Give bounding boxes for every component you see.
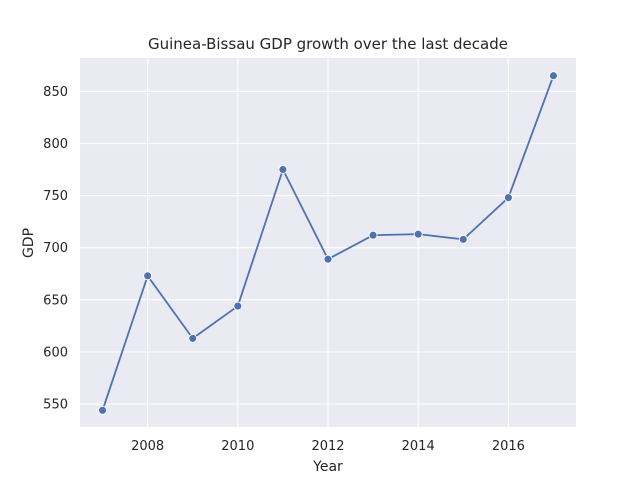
data-point — [143, 271, 153, 281]
data-point — [233, 301, 243, 311]
data-point — [278, 165, 288, 174]
x-tick-label: 2012 — [311, 439, 344, 454]
x-tick-label: 2010 — [221, 439, 254, 454]
chart-title: Guinea-Bissau GDP growth over the last d… — [148, 35, 508, 53]
x-tick-label: 2014 — [402, 439, 435, 454]
y-tick-label: 700 — [43, 241, 68, 256]
data-point — [458, 234, 468, 244]
data-point — [323, 254, 333, 264]
y-tick-label: 800 — [43, 137, 68, 152]
x-tick-label: 2016 — [492, 439, 525, 454]
data-point — [503, 193, 513, 203]
x-tick-labels: 2008 2010 2012 2014 2016 — [131, 439, 525, 454]
y-tick-label: 850 — [43, 85, 68, 100]
y-tick-labels: 550 600 650 700 750 800 850 — [43, 85, 68, 413]
y-axis-label: GDP — [21, 228, 37, 258]
data-point — [98, 405, 107, 415]
data-point — [549, 71, 558, 81]
y-tick-label: 600 — [43, 345, 68, 360]
data-point — [188, 333, 198, 343]
grid-lines — [80, 58, 576, 427]
y-tick-label: 750 — [43, 189, 68, 204]
y-tick-label: 550 — [43, 398, 68, 413]
x-tick-label: 2008 — [131, 439, 164, 454]
x-axis-label: Year — [312, 459, 343, 475]
data-series — [98, 71, 558, 415]
data-point — [368, 230, 378, 240]
data-point — [413, 229, 423, 239]
y-tick-label: 650 — [43, 293, 68, 308]
